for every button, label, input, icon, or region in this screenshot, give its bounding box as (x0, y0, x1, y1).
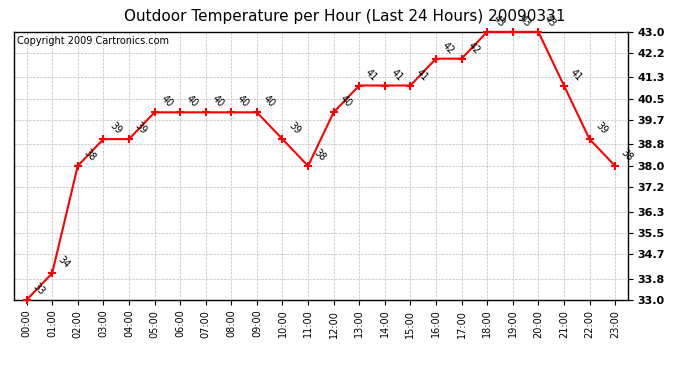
Text: 38: 38 (312, 147, 328, 163)
Text: 40: 40 (261, 94, 277, 110)
Text: 41: 41 (389, 67, 405, 83)
Text: 40: 40 (159, 94, 175, 110)
Text: 41: 41 (364, 67, 379, 83)
Text: 41: 41 (568, 67, 584, 83)
Text: Copyright 2009 Cartronics.com: Copyright 2009 Cartronics.com (17, 36, 169, 46)
Text: 40: 40 (184, 94, 200, 110)
Text: 42: 42 (466, 40, 482, 56)
Text: 39: 39 (593, 121, 609, 136)
Text: 39: 39 (133, 121, 149, 136)
Text: 39: 39 (108, 121, 124, 136)
Text: 40: 40 (338, 94, 353, 110)
Text: 40: 40 (210, 94, 226, 110)
Text: 39: 39 (286, 121, 302, 136)
Text: 33: 33 (31, 282, 46, 297)
Text: 43: 43 (542, 13, 558, 29)
Text: 34: 34 (57, 255, 72, 270)
Text: 38: 38 (619, 147, 635, 163)
Text: 38: 38 (82, 147, 98, 163)
Text: 43: 43 (491, 13, 507, 29)
Text: Outdoor Temperature per Hour (Last 24 Hours) 20090331: Outdoor Temperature per Hour (Last 24 Ho… (124, 9, 566, 24)
Text: 43: 43 (517, 13, 533, 29)
Text: 40: 40 (235, 94, 251, 110)
Text: 42: 42 (440, 40, 456, 56)
Text: 41: 41 (415, 67, 431, 83)
